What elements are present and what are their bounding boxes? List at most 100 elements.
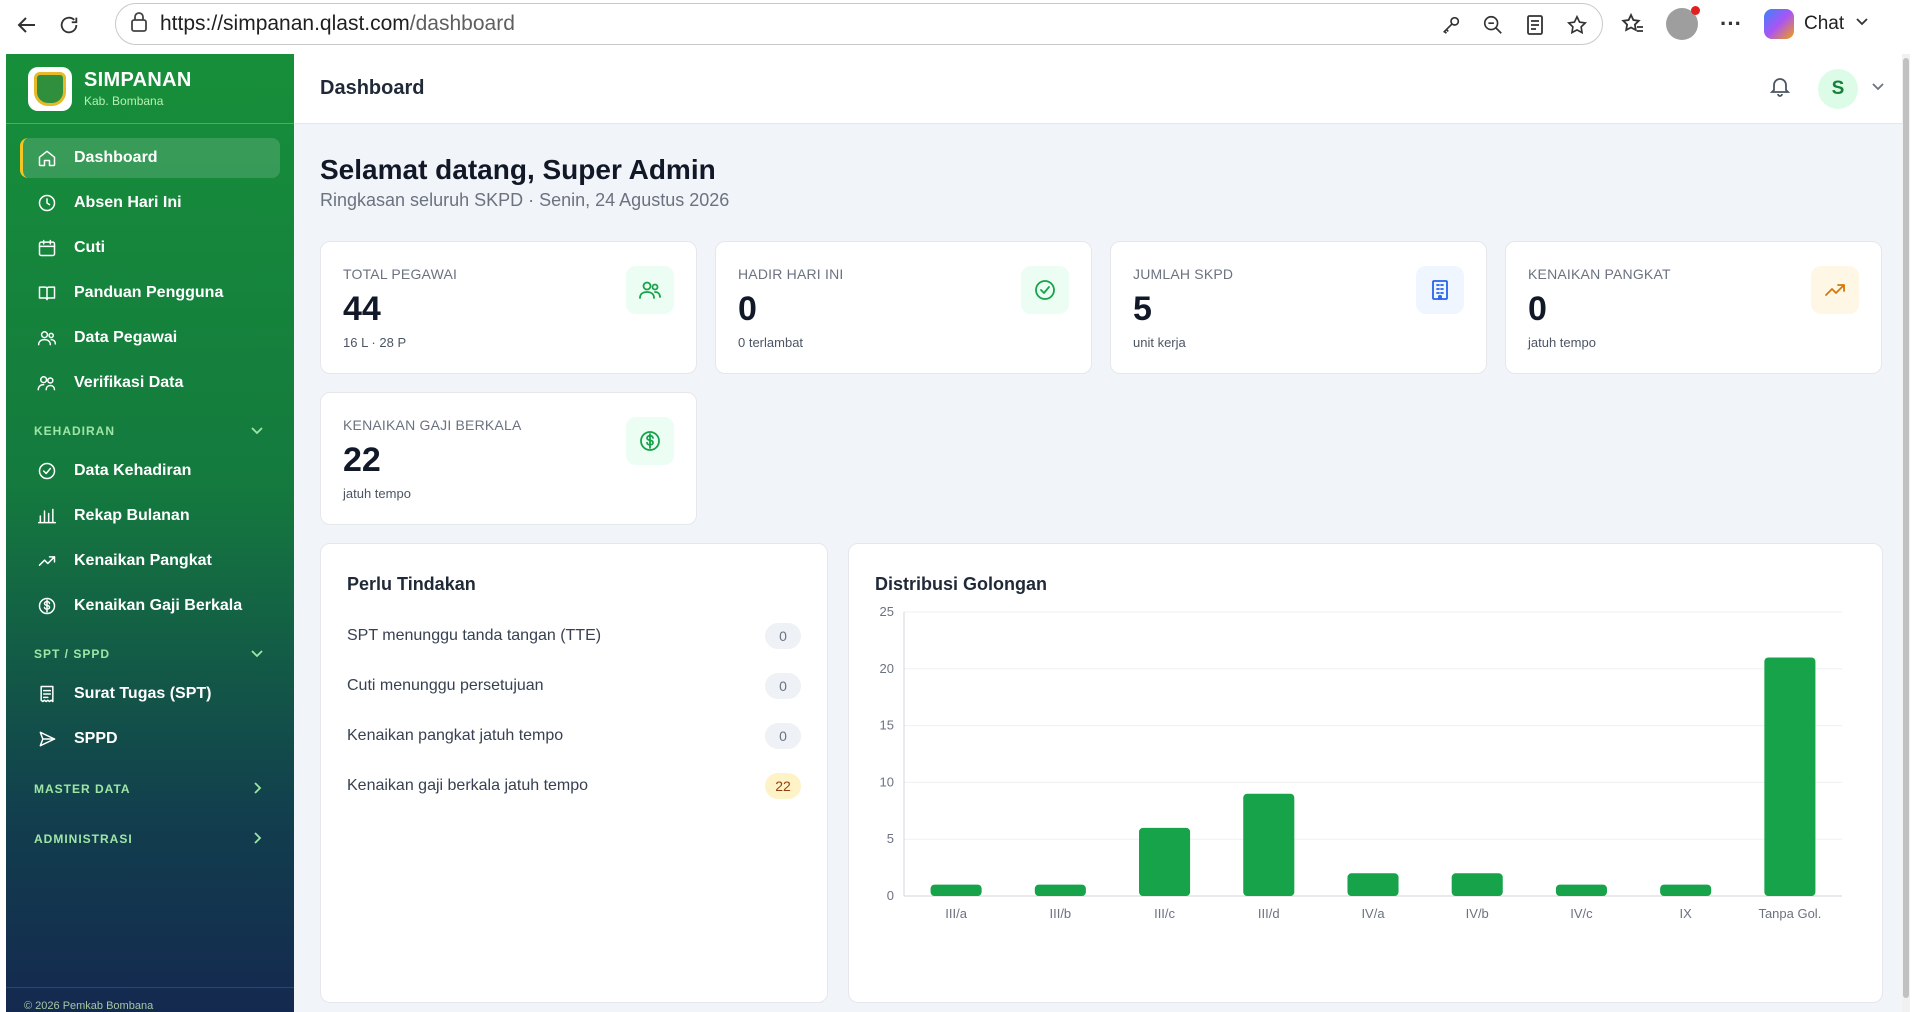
action-label: SPT menunggu tanda tangan (TTE)	[347, 627, 602, 644]
back-icon[interactable]	[12, 10, 42, 40]
sidebar-item-label: Dashboard	[74, 149, 158, 166]
action-row[interactable]: Kenaikan gaji berkala jatuh tempo 22	[347, 761, 801, 811]
chart-bar	[1139, 827, 1191, 896]
y-tick-label: 20	[880, 661, 894, 676]
trending-up-icon	[1811, 266, 1859, 314]
stat-value: 0	[738, 290, 757, 328]
reload-icon[interactable]	[54, 10, 84, 40]
url-host: https://simpanan.qlast.com	[160, 12, 410, 35]
section-spt-label: SPT / SPPD	[34, 647, 111, 661]
sidebar-item-sppd[interactable]: SPPD	[20, 719, 280, 759]
sidebar-item-label: Surat Tugas (SPT)	[74, 685, 212, 702]
key-icon[interactable]	[1438, 12, 1464, 38]
sidebar-item-label: Verifikasi Data	[74, 374, 184, 391]
address-bar[interactable]: https://simpanan.qlast.com/dashboard	[115, 3, 1603, 45]
receipt-icon	[36, 683, 58, 705]
sidebar-item-rekap-bulanan[interactable]: Rekap Bulanan	[20, 496, 280, 536]
count-badge: 22	[765, 773, 801, 799]
home-icon	[36, 147, 58, 169]
avatar: S	[1818, 68, 1858, 109]
clock-icon	[36, 192, 58, 214]
url-path: /dashboard	[409, 12, 515, 35]
chevron-down-icon	[1854, 13, 1870, 35]
stat-card[interactable]: JUMLAH SKPD 5 unit kerja	[1110, 241, 1487, 374]
sidebar-item-verifikasi-data[interactable]: Verifikasi Data	[20, 363, 280, 403]
brand-subtitle: Kab. Bombana	[84, 94, 164, 108]
favorites-icon[interactable]	[1620, 11, 1646, 37]
section-master-data[interactable]: MASTER DATA	[20, 769, 280, 809]
chart-bar	[1451, 873, 1503, 896]
chart-bar	[1034, 884, 1086, 896]
brand[interactable]: SIMPANAN Kab. Bombana	[6, 54, 294, 124]
app-frame: SIMPANAN Kab. Bombana Dashboard Absen Har…	[6, 54, 1910, 1012]
sidebar-footer: © 2026 Pemkab Bombana	[24, 1000, 154, 1012]
stat-label: TOTAL PEGAWAI	[343, 266, 458, 282]
stat-sub: jatuh tempo	[1528, 335, 1596, 350]
bar-chart-icon	[36, 505, 58, 527]
sidebar-item-label: SPPD	[74, 730, 118, 747]
action-list: SPT menunggu tanda tangan (TTE) 0 Cuti men…	[347, 611, 801, 811]
sidebar-item-panduan-pengguna[interactable]: Panduan Pengguna	[20, 273, 280, 313]
chevron-down-icon	[250, 423, 264, 440]
sidebar-item-kenaikan-pangkat[interactable]: Kenaikan Pangkat	[20, 541, 280, 581]
emblem-logo	[28, 66, 72, 111]
sidebar-item-label: Data Kehadiran	[74, 462, 192, 479]
chart-panel: Distribusi Golongan 0 5 10 15 20 25 III/a III/b…	[848, 543, 1883, 1003]
sidebar-item-data-pegawai[interactable]: Data Pegawai	[20, 318, 280, 358]
stat-label: KENAIKAN PANGKAT	[1528, 266, 1671, 282]
sidebar-item-label: Data Pegawai	[74, 329, 178, 346]
building-icon	[1416, 266, 1464, 314]
sidebar-item-surat-tugas-spt[interactable]: Surat Tugas (SPT)	[20, 674, 280, 714]
action-row[interactable]: Cuti menunggu persetujuan 0	[347, 661, 801, 711]
stat-card[interactable]: HADIR HARI INI 0 0 terlambat	[715, 241, 1092, 374]
stat-card[interactable]: KENAIKAN PANGKAT 0 jatuh tempo	[1505, 241, 1882, 374]
action-label: Cuti menunggu persetujuan	[347, 677, 544, 694]
action-row[interactable]: SPT menunggu tanda tangan (TTE) 0	[347, 611, 801, 661]
page-title: Dashboard	[320, 77, 425, 99]
bell-icon[interactable]	[1768, 74, 1792, 103]
chat-button[interactable]: Chat	[1764, 9, 1870, 39]
x-tick-label: III/c	[1154, 906, 1175, 921]
scrollbar-thumb[interactable]	[1903, 58, 1909, 998]
stat-sub: 0 terlambat	[738, 335, 804, 350]
sidebar-item-dashboard[interactable]: Dashboard	[20, 138, 280, 178]
sidebar: SIMPANAN Kab. Bombana Dashboard Absen Har…	[6, 54, 294, 1012]
zoom-out-icon[interactable]	[1480, 12, 1506, 38]
user-check-icon	[36, 372, 58, 394]
x-tick-label: IV/c	[1570, 906, 1593, 921]
section-kehadiran-label: KEHADIRAN	[34, 424, 115, 438]
sidebar-menu: Dashboard Absen Hari Ini Cuti Panduan Pengg…	[6, 124, 294, 859]
star-icon[interactable]	[1564, 12, 1590, 38]
x-tick-label: IV/a	[1361, 906, 1385, 921]
stat-label: JUMLAH SKPD	[1133, 266, 1234, 282]
stat-value: 22	[343, 441, 381, 479]
stat-card[interactable]: KENAIKAN GAJI BERKALA 22 jatuh tempo	[320, 392, 697, 525]
send-icon	[36, 728, 58, 750]
more-icon[interactable]: ···	[1720, 11, 1742, 36]
chevron-right-icon	[250, 781, 264, 798]
actions-panel: Perlu Tindakan SPT menunggu tanda tangan…	[320, 543, 828, 1003]
section-administrasi[interactable]: ADMINISTRASI	[20, 819, 280, 859]
sidebar-item-label: Panduan Pengguna	[74, 284, 224, 301]
sidebar-item-kenaikan-gaji-berkala[interactable]: Kenaikan Gaji Berkala	[20, 586, 280, 626]
user-menu[interactable]: S	[1818, 68, 1886, 109]
scrollbar[interactable]	[1902, 54, 1910, 1012]
stat-card[interactable]: TOTAL PEGAWAI 44 16 L · 28 P	[320, 241, 697, 374]
section-kehadiran[interactable]: KEHADIRAN	[20, 411, 280, 451]
brand-title: SIMPANAN	[84, 69, 192, 91]
chat-label: Chat	[1804, 13, 1845, 34]
sidebar-item-data-kehadiran[interactable]: Data Kehadiran	[20, 451, 280, 491]
stat-value: 0	[1528, 290, 1547, 328]
profile-icon[interactable]	[1666, 6, 1700, 40]
sidebar-item-cuti[interactable]: Cuti	[20, 228, 280, 268]
lock-icon	[130, 11, 148, 37]
section-master-label: MASTER DATA	[34, 782, 131, 796]
count-badge: 0	[765, 673, 801, 699]
sidebar-item-absen-hari-ini[interactable]: Absen Hari Ini	[20, 183, 280, 223]
x-tick-label: III/d	[1258, 906, 1280, 921]
reader-icon[interactable]	[1522, 12, 1548, 38]
chevron-down-icon	[250, 646, 264, 663]
x-tick-label: IV/b	[1466, 906, 1489, 921]
section-spt[interactable]: SPT / SPPD	[20, 634, 280, 674]
action-row[interactable]: Kenaikan pangkat jatuh tempo 0	[347, 711, 801, 761]
